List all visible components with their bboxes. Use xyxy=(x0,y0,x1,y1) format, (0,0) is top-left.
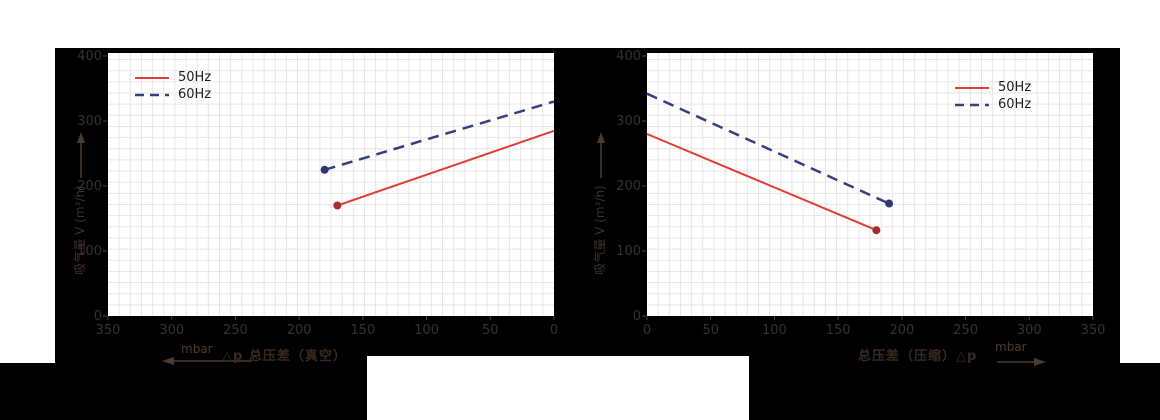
legend-label-60hz: 60Hz xyxy=(998,97,1032,112)
svg-text:250: 250 xyxy=(953,323,978,338)
svg-text:300: 300 xyxy=(77,114,102,129)
svg-text:300: 300 xyxy=(159,323,184,338)
svg-text:100: 100 xyxy=(616,244,641,259)
svg-text:0: 0 xyxy=(94,309,102,324)
legend-label-50hz: 50Hz xyxy=(178,70,212,85)
y-axis-title-compression: 吸气量 V (m³/h) xyxy=(593,185,607,275)
legend-compression: 50Hz 60Hz xyxy=(954,81,1031,112)
legend-line-60hz-icon xyxy=(135,93,169,97)
svg-text:250: 250 xyxy=(223,323,248,338)
legend-label-50hz: 50Hz xyxy=(998,80,1032,95)
background-notch xyxy=(367,356,749,420)
svg-text:400: 400 xyxy=(616,49,641,64)
svg-text:200: 200 xyxy=(287,323,312,338)
svg-text:300: 300 xyxy=(1017,323,1042,338)
y-axis-title-vacuum: 吸气量 V (m³/h) xyxy=(73,185,87,275)
legend-item-60hz: 60Hz xyxy=(954,98,1031,112)
x-axis-title-vacuum: △p 总压差（真空） xyxy=(222,349,347,364)
svg-text:0: 0 xyxy=(643,323,651,338)
x-axis-title-compression: 总压差（压缩）△p xyxy=(858,349,978,364)
legend-label-60hz: 60Hz xyxy=(178,87,212,102)
x-axis-unit-compression: mbar xyxy=(995,340,1027,354)
svg-text:400: 400 xyxy=(77,49,102,64)
legend-line-60hz-icon xyxy=(955,103,989,107)
legend-vacuum: 50Hz 60Hz xyxy=(134,71,211,102)
svg-text:100: 100 xyxy=(762,323,787,338)
legend-line-50hz-icon xyxy=(135,77,169,79)
svg-text:350: 350 xyxy=(1081,323,1106,338)
svg-text:200: 200 xyxy=(616,179,641,194)
svg-text:150: 150 xyxy=(826,323,851,338)
svg-text:50: 50 xyxy=(702,323,719,338)
svg-text:100: 100 xyxy=(414,323,439,338)
legend-item-50hz: 50Hz xyxy=(954,81,1031,95)
svg-text:0: 0 xyxy=(550,323,558,338)
svg-text:200: 200 xyxy=(889,323,914,338)
svg-text:150: 150 xyxy=(350,323,375,338)
x-axis-unit-vacuum: mbar xyxy=(181,342,213,356)
legend-item-50hz: 50Hz xyxy=(134,71,211,85)
legend-line-50hz-icon xyxy=(955,87,989,89)
svg-text:100: 100 xyxy=(77,244,102,259)
svg-text:200: 200 xyxy=(77,179,102,194)
legend-item-60hz: 60Hz xyxy=(134,88,211,102)
svg-text:50: 50 xyxy=(482,323,499,338)
svg-text:300: 300 xyxy=(616,114,641,129)
svg-text:0: 0 xyxy=(633,309,641,324)
svg-text:350: 350 xyxy=(96,323,121,338)
